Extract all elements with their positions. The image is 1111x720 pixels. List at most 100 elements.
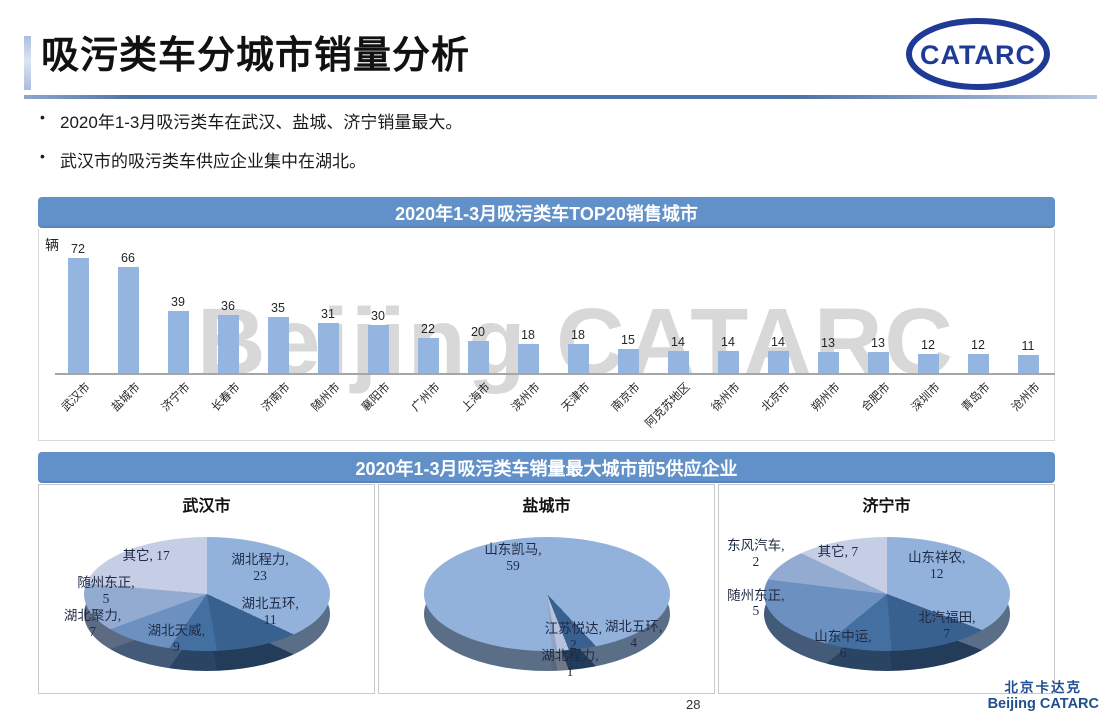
pie-charts-banner: 2020年1-3月吸污类车销量最大城市前5供应企业 <box>38 452 1055 483</box>
bullet-icon: • <box>40 148 45 164</box>
bar-column: 72 <box>53 242 103 373</box>
bar-value-label: 14 <box>671 334 685 349</box>
pie-panel-wuhan: 武汉市 湖北程力, 23 湖北五环, 11 湖北天威, 9 湖北聚力, 7 随州东正, 5 其它, 1… <box>38 484 375 694</box>
pie-slice-label: 随州东正, 5 <box>77 575 135 607</box>
pie-slice-label: 江苏悦达, 2 <box>544 620 602 652</box>
bar <box>417 337 439 373</box>
bullet-item: • 武汉市的吸污类车供应企业集中在湖北。 <box>38 147 462 172</box>
bar-category-label: 上海市 <box>459 381 493 415</box>
bar <box>517 344 539 373</box>
bars-area: 72 66 39 36 35 31 30 22 20 18 18 15 14 14 14 13 13 12 12 11 <box>53 229 1053 373</box>
bar-column: 14 <box>753 335 803 373</box>
bullet-text: 武汉市的吸污类车供应企业集中在湖北。 <box>60 152 366 171</box>
bar-value-label: 13 <box>871 336 885 351</box>
bar-value-label: 30 <box>371 309 385 323</box>
bar <box>917 353 939 373</box>
bar-column: 36 <box>203 299 253 373</box>
bar-category-label: 徐州市 <box>709 381 743 415</box>
bar <box>467 341 489 373</box>
bar <box>167 310 189 373</box>
bar-value-label: 31 <box>321 307 335 322</box>
bar <box>717 350 739 373</box>
bullet-item: • 2020年1-3月吸污类车在武汉、盐城、济宁销量最大。 <box>38 108 462 133</box>
bar-column: 12 <box>903 338 953 373</box>
bar <box>867 352 889 373</box>
pie-face <box>423 537 670 651</box>
bar-category-label: 阿克苏地区 <box>643 381 693 431</box>
pie-title: 盐城市 <box>522 498 571 515</box>
pie-slice-label: 湖北五环, 11 <box>241 595 299 627</box>
bar-column: 12 <box>953 338 1003 373</box>
pie-slice-label: 北汽福田, 7 <box>918 610 976 642</box>
pie-chart-row: 武汉市 湖北程力, 23 湖北五环, 11 湖北天威, 9 湖北聚力, 7 随州东正, 5 其它, 1… <box>38 484 1055 694</box>
bar-value-label: 72 <box>71 241 85 256</box>
bar-column: 20 <box>453 325 503 373</box>
bar-column: 14 <box>703 335 753 373</box>
bar-category-label: 天津市 <box>559 381 593 415</box>
bar-value-label: 66 <box>121 251 135 266</box>
bar-value-label: 12 <box>971 337 985 352</box>
bar <box>567 344 589 373</box>
bar-value-label: 13 <box>821 336 835 351</box>
bar-value-label: 35 <box>271 301 285 315</box>
pie-slice-label: 湖北聚力, 7 <box>63 608 122 640</box>
bar-value-label: 12 <box>921 337 935 352</box>
pie-face <box>763 537 1010 651</box>
x-axis-line <box>55 373 1055 375</box>
bar-column: 39 <box>153 295 203 373</box>
bar-value-label: 36 <box>221 299 235 314</box>
bar-column: 11 <box>1003 339 1053 373</box>
pie-slice-label: 湖北程力, 1 <box>541 647 599 679</box>
pie-slice-label: 其它, 17 <box>122 547 170 563</box>
bar <box>617 349 639 373</box>
bar-category-label: 广州市 <box>409 381 443 415</box>
bar-category-label: 随州市 <box>309 381 343 415</box>
pie-slice-label: 随州东正, 5 <box>727 587 785 619</box>
pie-slice-label: 山东祥农, 12 <box>908 550 966 582</box>
bar-column: 31 <box>303 307 353 373</box>
y-axis-unit-label: 辆 <box>45 237 59 253</box>
footer-logo: 北京卡达克 Beijing CATARC <box>988 676 1099 712</box>
pie-slice-label: 湖北程力, 23 <box>231 552 289 584</box>
bar <box>217 315 239 373</box>
bar-chart: 辆 Beijing CATARC 72 66 39 36 35 31 30 22 20 18 18 1… <box>38 229 1055 441</box>
bar-column: 18 <box>503 328 553 373</box>
bar-category-label: 青岛市 <box>959 381 993 415</box>
bar <box>1017 355 1039 373</box>
bar-category-label: 北京市 <box>759 381 793 415</box>
bar-column: 13 <box>803 336 853 373</box>
bullet-list: • 2020年1-3月吸污类车在武汉、盐城、济宁销量最大。 • 武汉市的吸污类车… <box>38 108 462 186</box>
bar-category-label: 济南市 <box>259 381 293 415</box>
pie-slice-label: 湖北五环, 4 <box>604 618 663 650</box>
page-number: 28 <box>686 697 701 712</box>
bar-column: 22 <box>403 322 453 373</box>
pie-slice-label: 东风汽车, 2 <box>727 537 785 569</box>
bar-value-label: 22 <box>421 321 435 336</box>
pie-title: 济宁市 <box>862 498 911 515</box>
bar <box>967 353 989 373</box>
bar <box>117 267 139 373</box>
category-labels: 武汉市 盐城市 济宁市 长春市 济南市 随州市 襄阳市 广州市 上海市 滨州市 天津市 南京市 阿克苏地… <box>53 379 1053 439</box>
bar-column: 18 <box>553 328 603 373</box>
title-accent-bar <box>24 36 31 90</box>
pie-slice-label: 湖北天威, 9 <box>147 622 206 654</box>
bar <box>267 317 289 373</box>
bar-value-label: 14 <box>771 334 785 349</box>
bar-chart-banner: 2020年1-3月吸污类车TOP20销售城市 <box>38 197 1055 228</box>
logo-text: CATARC <box>920 40 1036 70</box>
bar-value-label: 20 <box>471 325 485 339</box>
bar-value-label: 11 <box>1021 339 1035 354</box>
pie-face <box>83 537 330 651</box>
page-title: 吸污类车分城市销量分析 <box>41 35 471 77</box>
bar-category-label: 盐城市 <box>109 381 143 415</box>
bar <box>817 352 839 373</box>
bar <box>67 257 89 373</box>
bar-category-label: 沧州市 <box>1009 381 1043 415</box>
bar-column: 14 <box>653 335 703 373</box>
bar-column: 15 <box>603 333 653 373</box>
bar-category-label: 深圳市 <box>909 381 943 415</box>
bar <box>367 325 389 373</box>
pie-slice-label: 山东中运, 6 <box>814 629 872 661</box>
bar-value-label: 14 <box>721 334 735 349</box>
